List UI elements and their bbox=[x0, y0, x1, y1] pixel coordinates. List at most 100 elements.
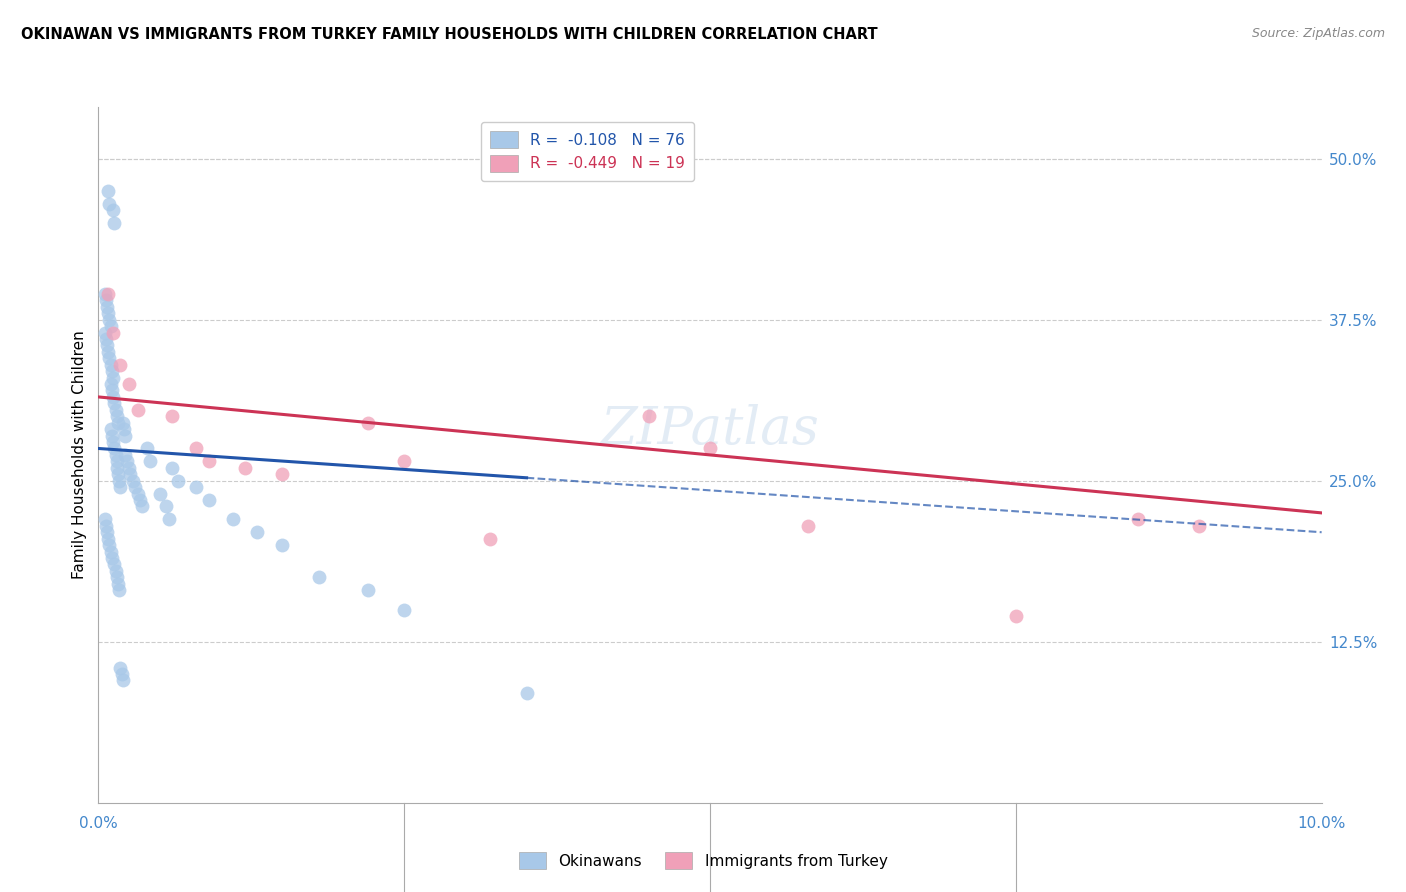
Point bbox=[1128, 512, 1150, 526]
Point bbox=[98, 196, 121, 211]
Point bbox=[101, 390, 124, 404]
Point bbox=[101, 326, 124, 340]
Point bbox=[478, 532, 501, 546]
Point bbox=[111, 416, 134, 430]
Point bbox=[356, 583, 378, 598]
Point bbox=[100, 319, 122, 334]
Point bbox=[93, 286, 115, 301]
Point bbox=[112, 422, 135, 436]
Point bbox=[100, 377, 122, 392]
Point bbox=[155, 500, 177, 514]
Point bbox=[1004, 609, 1026, 624]
Point bbox=[94, 332, 117, 346]
Point bbox=[186, 442, 208, 456]
Point bbox=[93, 326, 115, 340]
Point bbox=[1188, 518, 1211, 533]
Point bbox=[107, 467, 129, 482]
Point bbox=[101, 428, 124, 442]
Point bbox=[270, 467, 294, 482]
Point bbox=[167, 474, 190, 488]
Point bbox=[246, 525, 269, 540]
Point bbox=[101, 370, 124, 384]
Point bbox=[120, 467, 142, 482]
Point bbox=[105, 409, 128, 424]
Point bbox=[127, 402, 149, 417]
Point bbox=[186, 480, 208, 494]
Point bbox=[121, 474, 143, 488]
Point bbox=[101, 203, 124, 218]
Point bbox=[97, 286, 120, 301]
Point bbox=[516, 686, 538, 700]
Point bbox=[105, 460, 128, 475]
Point bbox=[129, 493, 152, 508]
Point bbox=[110, 480, 132, 494]
Point bbox=[114, 448, 136, 462]
Point bbox=[103, 558, 125, 572]
Point bbox=[111, 667, 134, 681]
Point bbox=[107, 576, 129, 591]
Point bbox=[638, 409, 661, 424]
Point bbox=[197, 454, 219, 468]
Point bbox=[103, 396, 125, 410]
Point bbox=[104, 564, 127, 578]
Point bbox=[97, 184, 120, 198]
Point bbox=[98, 538, 121, 552]
Point bbox=[96, 300, 118, 314]
Point bbox=[110, 358, 132, 372]
Point bbox=[149, 486, 172, 500]
Point bbox=[107, 416, 129, 430]
Point bbox=[797, 518, 820, 533]
Point bbox=[96, 525, 118, 540]
Point bbox=[96, 338, 118, 352]
Point bbox=[110, 660, 132, 674]
Legend: R =  -0.108   N = 76, R =  -0.449   N = 19: R = -0.108 N = 76, R = -0.449 N = 19 bbox=[481, 121, 695, 181]
Point bbox=[98, 312, 121, 326]
Point bbox=[101, 364, 124, 378]
Point bbox=[97, 344, 120, 359]
Point bbox=[392, 454, 416, 468]
Point bbox=[103, 442, 125, 456]
Legend: Okinawans, Immigrants from Turkey: Okinawans, Immigrants from Turkey bbox=[512, 846, 894, 875]
Point bbox=[160, 409, 183, 424]
Point bbox=[97, 306, 120, 320]
Point bbox=[270, 538, 294, 552]
Point bbox=[157, 512, 180, 526]
Point bbox=[97, 532, 120, 546]
Point bbox=[118, 377, 141, 392]
Text: 10.0%: 10.0% bbox=[1298, 816, 1346, 830]
Point bbox=[111, 673, 134, 688]
Point bbox=[101, 384, 124, 398]
Point bbox=[124, 480, 146, 494]
Point bbox=[108, 583, 131, 598]
Point bbox=[114, 428, 136, 442]
Point bbox=[100, 544, 122, 558]
Point bbox=[699, 442, 721, 456]
Text: 0.0%: 0.0% bbox=[79, 816, 118, 830]
Point bbox=[233, 460, 256, 475]
Point bbox=[104, 402, 127, 417]
Point bbox=[100, 422, 122, 436]
Point bbox=[308, 570, 330, 584]
Point bbox=[392, 602, 416, 616]
Point bbox=[103, 216, 125, 230]
Point bbox=[94, 293, 117, 308]
Point bbox=[197, 493, 219, 508]
Text: ZIPatlas: ZIPatlas bbox=[600, 404, 820, 455]
Point bbox=[101, 551, 124, 566]
Point bbox=[105, 454, 128, 468]
Point bbox=[108, 474, 131, 488]
Point bbox=[100, 358, 122, 372]
Point bbox=[105, 570, 128, 584]
Point bbox=[160, 460, 183, 475]
Text: Source: ZipAtlas.com: Source: ZipAtlas.com bbox=[1251, 27, 1385, 40]
Text: OKINAWAN VS IMMIGRANTS FROM TURKEY FAMILY HOUSEHOLDS WITH CHILDREN CORRELATION C: OKINAWAN VS IMMIGRANTS FROM TURKEY FAMIL… bbox=[21, 27, 877, 42]
Point bbox=[104, 448, 127, 462]
Point bbox=[101, 435, 124, 450]
Point bbox=[131, 500, 153, 514]
Point bbox=[115, 454, 138, 468]
Point bbox=[94, 518, 117, 533]
Point bbox=[93, 512, 115, 526]
Point bbox=[139, 454, 162, 468]
Point bbox=[356, 416, 378, 430]
Point bbox=[222, 512, 245, 526]
